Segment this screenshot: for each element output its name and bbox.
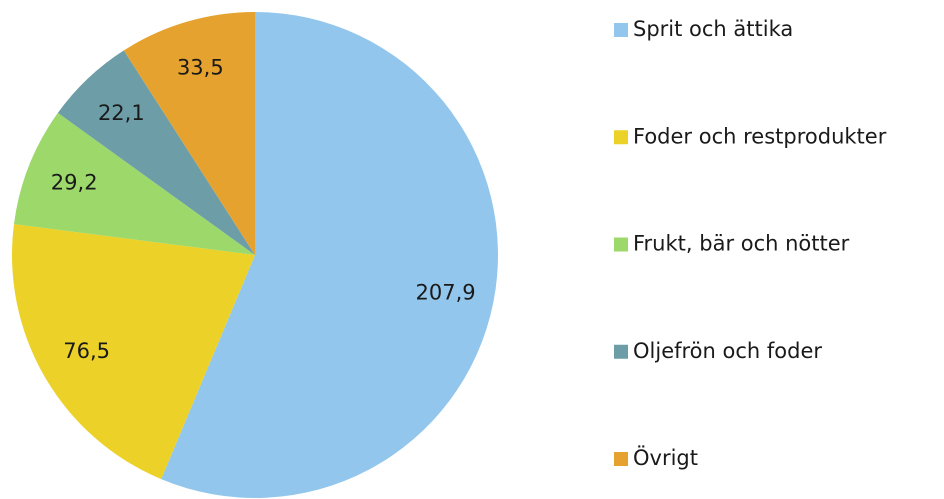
legend-label: Övrigt: [633, 445, 698, 470]
data-label: 207,9: [416, 280, 476, 304]
legend-label: Sprit och ättika: [633, 17, 793, 41]
pie-slice: [161, 12, 499, 498]
data-label: 33,5: [177, 55, 224, 79]
legend-label: Oljefrön och foder: [633, 339, 822, 363]
data-label: 76,5: [63, 339, 110, 363]
legend-label: Foder och restprodukter: [633, 124, 887, 148]
data-label: 29,2: [51, 171, 98, 195]
pie-slice: [13, 112, 256, 255]
pie-slice: [57, 50, 255, 256]
pie-slice: [12, 224, 256, 480]
data-label: 22,1: [98, 101, 145, 125]
pie-slice: [123, 11, 255, 255]
legend-swatch: [614, 452, 628, 466]
legend-swatch: [614, 344, 628, 359]
legend-swatch: [614, 130, 628, 145]
legend-swatch: [614, 237, 628, 252]
legend-swatch: [614, 23, 628, 37]
legend-label: Frukt, bär och nötter: [633, 232, 850, 256]
